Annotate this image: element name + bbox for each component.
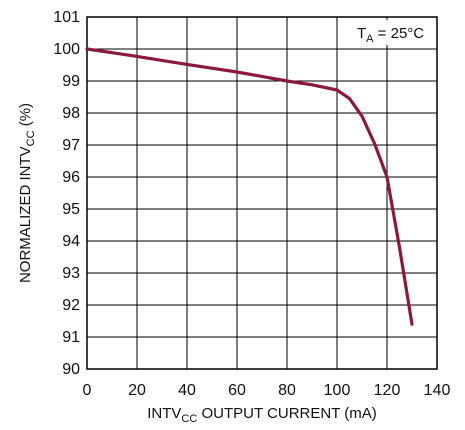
y-tick-label: 100 bbox=[53, 41, 80, 58]
y-tick-label: 97 bbox=[62, 137, 80, 154]
y-tick-label: 92 bbox=[62, 297, 80, 314]
x-tick-label: 100 bbox=[324, 382, 351, 399]
y-tick-label: 96 bbox=[62, 169, 80, 186]
x-tick-label: 20 bbox=[128, 382, 146, 399]
x-axis-label: INTVCC OUTPUT CURRENT (mA) bbox=[147, 405, 377, 425]
y-tick-label: 95 bbox=[62, 201, 80, 218]
y-axis-label: NORMALIZED INTVCC (%) bbox=[17, 103, 37, 283]
y-tick-label: 94 bbox=[62, 233, 80, 250]
y-tick-labels: 90 91 92 93 94 95 96 97 98 99 100 101 bbox=[53, 9, 80, 378]
x-tick-label: 120 bbox=[374, 382, 401, 399]
y-tick-label: 93 bbox=[62, 265, 80, 282]
y-tick-label: 90 bbox=[62, 361, 80, 378]
x-tick-label: 0 bbox=[83, 382, 92, 399]
x-tick-label: 60 bbox=[228, 382, 246, 399]
series-line bbox=[85, 47, 414, 326]
y-tick-label: 98 bbox=[62, 105, 80, 122]
y-tick-label: 99 bbox=[62, 73, 80, 90]
annotation: TA = 25°C bbox=[357, 25, 424, 45]
y-tick-label: 91 bbox=[62, 329, 80, 346]
y-tick-label: 101 bbox=[53, 9, 80, 26]
x-tick-label: 140 bbox=[424, 382, 451, 399]
annotation-box bbox=[351, 20, 434, 45]
x-tick-label: 40 bbox=[178, 382, 196, 399]
x-tick-label: 80 bbox=[278, 382, 296, 399]
plot-frame bbox=[86, 16, 438, 370]
grid bbox=[87, 17, 437, 369]
x-tick-labels: 0 20 40 60 80 100 120 140 bbox=[83, 382, 451, 399]
